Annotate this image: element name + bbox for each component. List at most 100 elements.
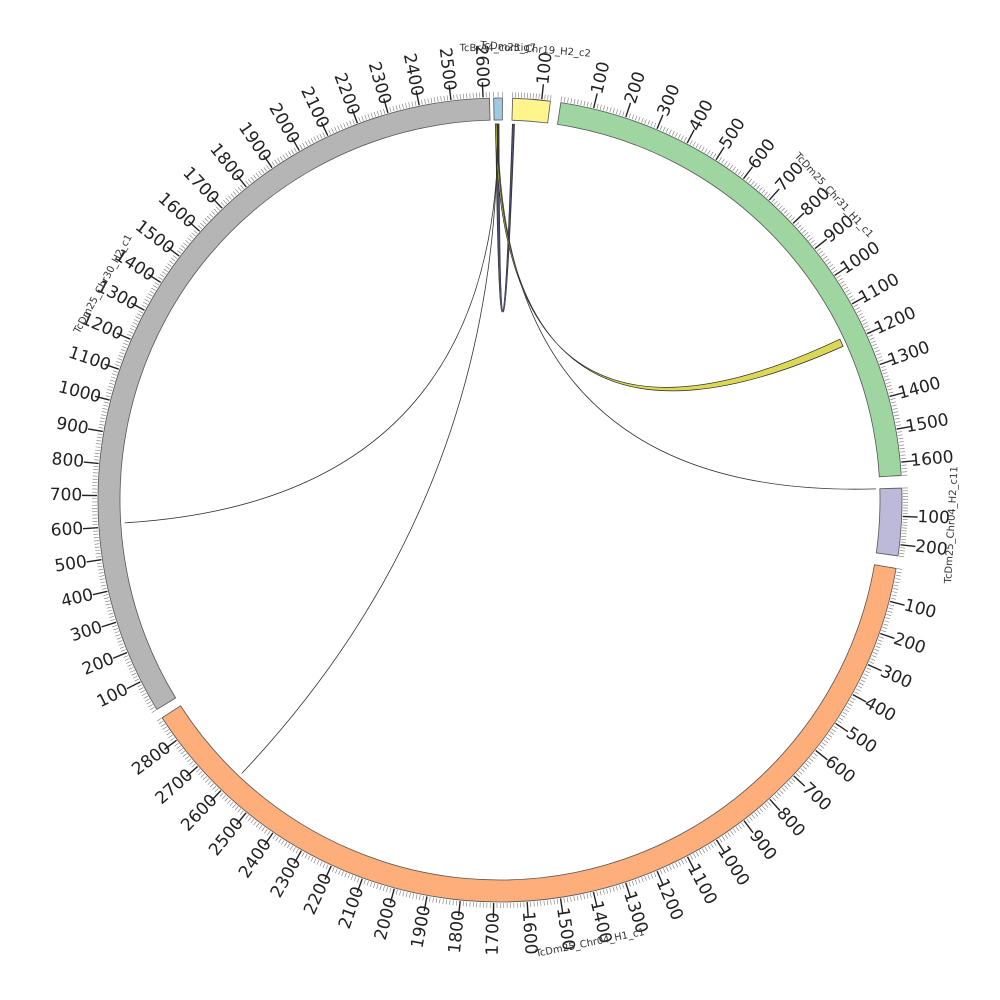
- tick-label: 1100: [66, 343, 113, 376]
- major-tick: [686, 856, 696, 871]
- minor-tick: [832, 269, 838, 273]
- major-tick: [715, 146, 725, 161]
- minor-tick: [421, 99, 423, 105]
- major-tick: [166, 246, 180, 257]
- minor-tick: [890, 597, 896, 600]
- minor-tick: [399, 890, 402, 896]
- tick-label: 700: [50, 485, 83, 505]
- minor-tick: [181, 245, 186, 249]
- minor-tick: [665, 128, 669, 133]
- minor-tick: [710, 151, 714, 157]
- minor-tick: [98, 427, 104, 429]
- major-tick: [889, 391, 905, 398]
- minor-tick: [887, 388, 893, 391]
- minor-tick: [124, 339, 130, 343]
- minor-tick: [275, 836, 279, 841]
- minor-tick: [271, 161, 275, 167]
- minor-tick: [234, 806, 239, 811]
- minor-tick: [340, 124, 343, 130]
- minor-tick: [818, 250, 824, 255]
- minor-tick: [95, 549, 101, 552]
- minor-tick: [801, 229, 807, 234]
- minor-tick: [897, 568, 903, 570]
- minor-tick: [871, 655, 877, 658]
- minor-tick: [885, 381, 891, 384]
- minor-tick: [439, 898, 441, 904]
- major-tick: [211, 196, 223, 209]
- minor-tick: [129, 328, 135, 331]
- minor-tick: [751, 180, 755, 186]
- minor-tick: [879, 636, 884, 639]
- minor-tick: [369, 881, 373, 887]
- minor-tick: [367, 113, 370, 119]
- minor-tick: [235, 189, 240, 194]
- minor-tick: [113, 628, 119, 631]
- minor-tick: [777, 792, 781, 797]
- minor-tick: [653, 122, 657, 128]
- minor-tick: [237, 808, 242, 813]
- minor-tick: [232, 804, 236, 809]
- minor-tick: [767, 801, 771, 806]
- minor-tick: [863, 673, 869, 677]
- tick-label: 600: [821, 752, 859, 788]
- minor-tick: [453, 94, 455, 100]
- minor-tick: [816, 247, 822, 252]
- minor-tick: [382, 886, 385, 891]
- major-tick: [867, 663, 882, 672]
- minor-tick: [209, 783, 214, 788]
- minor-tick: [430, 97, 433, 103]
- minor-tick: [678, 861, 681, 866]
- minor-tick: [848, 295, 854, 299]
- minor-tick: [245, 814, 249, 820]
- minor-tick: [131, 672, 137, 676]
- tick-label: 1100: [855, 270, 903, 309]
- link-tcdm25-chr31-h1-c1: [494, 123, 844, 392]
- minor-tick: [352, 119, 355, 125]
- minor-tick: [824, 258, 830, 263]
- minor-tick: [174, 742, 179, 747]
- minor-tick: [101, 411, 107, 413]
- major-tick: [262, 154, 273, 169]
- minor-tick: [102, 407, 108, 410]
- minor-tick: [606, 888, 609, 894]
- minor-tick: [220, 202, 225, 207]
- minor-tick: [619, 884, 622, 890]
- minor-tick: [809, 758, 814, 762]
- minor-tick: [158, 276, 163, 281]
- minor-tick: [130, 669, 135, 673]
- minor-tick: [553, 899, 555, 905]
- major-tick: [835, 722, 849, 733]
- minor-tick: [104, 597, 110, 600]
- segment-tcdm25-chr30-h2-c1: [97, 97, 491, 710]
- major-tick: [481, 82, 484, 98]
- minor-tick: [358, 117, 361, 123]
- minor-tick: [97, 433, 103, 435]
- minor-tick: [107, 609, 113, 612]
- minor-tick: [398, 104, 401, 110]
- minor-tick: [95, 553, 101, 555]
- minor-tick: [202, 220, 207, 225]
- major-tick: [526, 902, 529, 918]
- minor-tick: [874, 350, 880, 353]
- minor-tick: [749, 816, 753, 821]
- minor-tick: [107, 389, 113, 391]
- minor-tick: [147, 293, 153, 297]
- major-tick: [86, 559, 102, 563]
- minor-tick: [886, 614, 892, 617]
- minor-tick: [261, 826, 265, 832]
- tick-label: 1000: [713, 842, 753, 889]
- major-tick: [83, 461, 99, 465]
- major-tick: [112, 651, 128, 659]
- segment-label-tcdm25-chr04-h2-c11: TcDm25_Chr04_H2_c11: [943, 466, 960, 585]
- minor-tick: [94, 456, 100, 458]
- minor-tick: [874, 648, 880, 652]
- minor-tick: [105, 395, 111, 398]
- minor-tick: [550, 95, 552, 101]
- minor-tick: [95, 449, 101, 451]
- minor-tick: [838, 717, 844, 721]
- major-tick: [625, 882, 632, 898]
- minor-tick: [784, 785, 789, 790]
- minor-tick: [253, 820, 257, 826]
- minor-tick: [272, 834, 276, 840]
- minor-tick: [845, 289, 850, 293]
